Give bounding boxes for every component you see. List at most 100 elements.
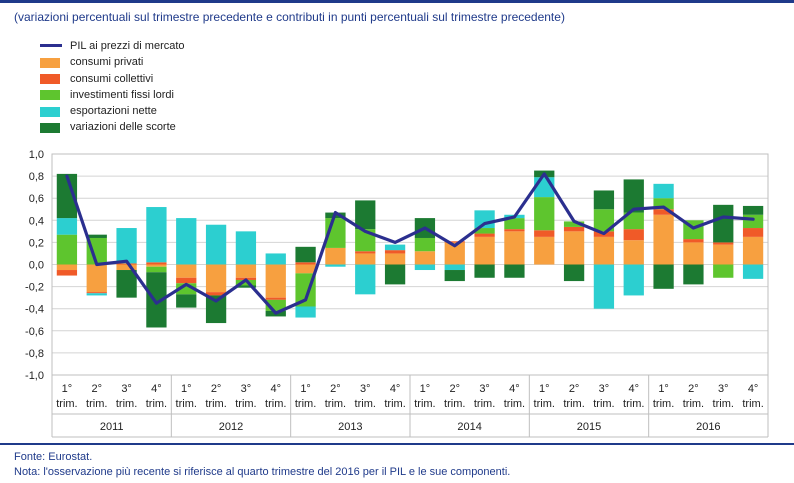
x-tick-label: 3° — [479, 383, 490, 395]
y-tick-label: -0,4 — [25, 304, 44, 316]
x-tick-label: trim. — [653, 398, 674, 410]
legend-swatch — [40, 90, 60, 101]
year-label: 2013 — [338, 421, 362, 433]
x-tick-label: 2° — [211, 383, 222, 395]
x-tick-label: trim. — [86, 398, 107, 410]
bar-segment — [593, 264, 615, 309]
bar-segment — [623, 240, 644, 265]
bar-segment — [205, 224, 227, 265]
x-tick-label: 3° — [241, 383, 252, 395]
bar-segment — [593, 190, 615, 210]
x-tick-label: 1° — [658, 383, 669, 395]
bar-segment — [683, 242, 704, 265]
x-tick-label: trim. — [713, 398, 734, 410]
x-tick-label: 3° — [599, 383, 610, 395]
bar-segment — [504, 231, 525, 265]
bar-segment — [205, 295, 227, 324]
x-tick-label: trim. — [116, 398, 137, 410]
bar-segment — [742, 228, 764, 237]
bar-segment — [563, 226, 585, 232]
x-tick-label: 4° — [748, 383, 759, 395]
bar-segment — [176, 283, 197, 295]
bar-segment — [56, 264, 78, 271]
bar-segment — [414, 264, 436, 271]
legend-item-esportazioni: esportazioni nette — [40, 103, 185, 119]
x-tick-label: 2° — [569, 383, 580, 395]
bar-segment — [623, 229, 644, 241]
bar-segment — [683, 239, 704, 243]
bar-segment — [205, 292, 227, 296]
y-tick-label: -0,8 — [25, 348, 44, 360]
year-label: 2015 — [577, 421, 601, 433]
bar-segment — [116, 270, 137, 298]
bar-segment — [325, 247, 346, 265]
legend-line-swatch — [40, 44, 62, 47]
x-tick-label: trim. — [563, 398, 584, 410]
legend-swatch — [40, 74, 60, 85]
x-tick-label: trim. — [593, 398, 614, 410]
legend-label: variazioni delle scorte — [70, 121, 176, 134]
x-tick-label: trim. — [742, 398, 763, 410]
bar-segment — [414, 237, 436, 252]
legend-swatch — [40, 57, 60, 68]
note-text: Nota: l'osservazione più recente si rife… — [14, 466, 511, 478]
x-tick-label: 2° — [91, 383, 102, 395]
x-tick-label: trim. — [176, 398, 197, 410]
bar-segment — [623, 212, 644, 230]
bar-segment — [742, 264, 764, 279]
bar-segment — [176, 294, 197, 308]
bar-segment — [265, 264, 286, 298]
legend-item-scorte: variazioni delle scorte — [40, 119, 185, 135]
bar-segment — [713, 264, 734, 278]
bar-segment — [683, 264, 704, 285]
bar-segment — [146, 272, 167, 328]
x-tick-label: 2° — [688, 383, 699, 395]
bar-segment — [86, 234, 107, 238]
year-label: 2016 — [696, 421, 720, 433]
x-tick-label: 2° — [330, 383, 341, 395]
x-tick-label: trim. — [295, 398, 316, 410]
y-tick-label: 0,6 — [29, 193, 44, 205]
bar-segment — [146, 264, 167, 267]
bar-segment — [265, 253, 286, 265]
bar-segment — [265, 299, 286, 311]
chart-svg: 1,0 0,8 0,6 0,4 0,2 0,0 -0,2 -0,4 -0,6 -0,8 -1,0 1°… — [25, 149, 769, 438]
bar-segment — [295, 262, 316, 265]
bar-segment — [414, 251, 436, 265]
bar-segment — [295, 264, 316, 274]
bar-segment — [653, 183, 674, 199]
bar-segment — [176, 264, 197, 278]
bar-segment — [742, 205, 764, 215]
bar-segment — [563, 221, 585, 227]
year-label: 2012 — [219, 421, 243, 433]
bar-segment — [653, 214, 674, 265]
bar-segment — [593, 236, 615, 265]
x-tick-label: 3° — [718, 383, 729, 395]
bar-segment — [534, 230, 555, 237]
bar-segment — [504, 264, 525, 278]
x-tick-label: trim. — [683, 398, 704, 410]
bar-segment — [56, 173, 78, 219]
bar-segment — [116, 228, 137, 264]
x-tick-label: 4° — [270, 383, 281, 395]
bar-segment — [534, 197, 555, 231]
x-tick-label: trim. — [235, 398, 256, 410]
x-tick-label: trim. — [623, 398, 644, 410]
legend-label: esportazioni nette — [70, 105, 157, 118]
x-tick-label: 1° — [420, 383, 431, 395]
bar-segment — [146, 262, 167, 265]
x-tick-label: trim. — [56, 398, 77, 410]
y-tick-label: -0,2 — [25, 282, 44, 294]
bar-segment — [355, 251, 376, 254]
bar-segment — [444, 264, 465, 271]
bar-segment — [86, 292, 107, 294]
bar-segment — [742, 214, 764, 229]
x-tick-label: trim. — [205, 398, 226, 410]
x-tick-label: 4° — [151, 383, 162, 395]
bar-segment — [235, 285, 257, 288]
bar-segment — [653, 198, 674, 210]
bar-segment — [146, 207, 167, 263]
bar-segment — [593, 209, 615, 232]
bar-segment — [355, 200, 376, 230]
bar-segment — [176, 218, 197, 265]
